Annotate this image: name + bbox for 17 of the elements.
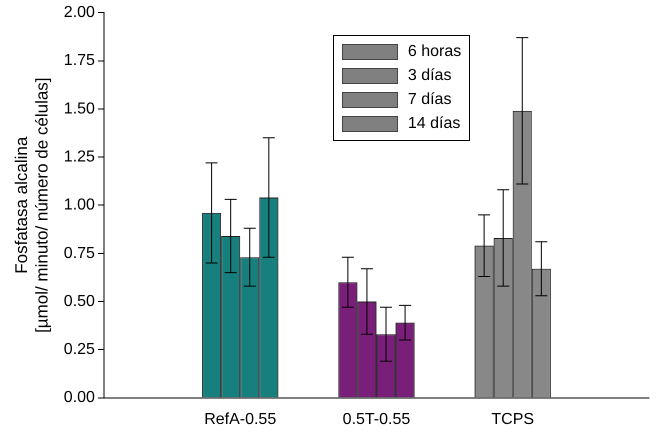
y-tick-label: 0.50: [64, 292, 96, 310]
y-tick-label: 0.00: [64, 389, 96, 406]
legend-label: 3 días: [408, 66, 452, 85]
x-tick-label: RefA-0.55: [204, 410, 276, 428]
y-axis-title: Fosfatasa alcalina [µmol/ minuto/ número de células]: [12, 77, 52, 333]
y-tick-label: 2.00: [64, 4, 96, 22]
y-tick-label: 1.00: [64, 196, 96, 214]
y-tick-label: 1.25: [64, 148, 96, 166]
x-tick-label: 0.5T-0.55: [342, 410, 410, 428]
legend-label: 14 días: [408, 114, 460, 133]
y-tick-label: 1.50: [64, 100, 96, 118]
y-tick-label: 0.25: [64, 341, 96, 358]
y-tick-label: 0.75: [64, 244, 96, 262]
legend-label: 6 horas: [408, 42, 462, 61]
x-tick-label: TCPS: [491, 410, 534, 428]
legend-label: 7 días: [408, 90, 452, 109]
y-tick-label: 1.75: [64, 52, 96, 70]
